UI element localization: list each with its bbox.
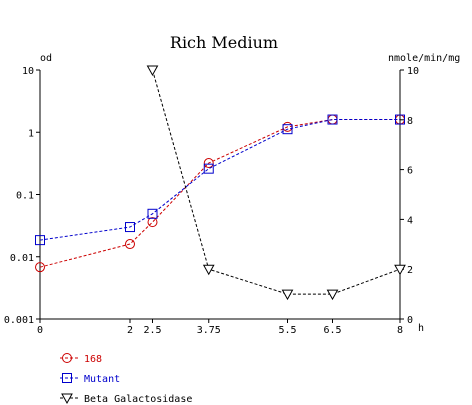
- series-layer: [35, 65, 406, 301]
- right-tick-label: 8: [407, 116, 413, 127]
- right-tick-label: 2: [407, 265, 413, 276]
- data-point-168: [203, 158, 214, 169]
- x-tick-label: 5.5: [278, 325, 296, 336]
- data-point-mutant: [395, 114, 405, 125]
- x-tick-label: 3.75: [197, 325, 221, 336]
- x-tick-label: 2.5: [143, 325, 161, 336]
- data-point-mutant: [35, 235, 45, 246]
- legend: 168 Mutant Beta Galactosidase: [60, 353, 192, 405]
- x-tick-label: 6.5: [323, 325, 341, 336]
- legend-label-mutant: Mutant: [84, 374, 120, 385]
- right-tick-label: 10: [407, 66, 419, 77]
- data-point-168: [35, 262, 45, 273]
- series-line-mutant: [39, 119, 400, 241]
- data-point-beta-galactosidase: [281, 289, 294, 301]
- x-tick-label: 2: [127, 325, 133, 336]
- data-point-mutant: [203, 163, 214, 174]
- data-point-mutant: [282, 124, 293, 135]
- left-axis-unit: od: [40, 53, 52, 64]
- left-tick-label: 0.01: [10, 253, 34, 264]
- data-point-mutant: [147, 208, 158, 219]
- data-point-mutant: [125, 222, 135, 233]
- right-axis-unit: nmole/min/mg: [388, 53, 460, 64]
- legend-marker-mutant: [62, 373, 72, 383]
- x-tick-label: 0: [37, 325, 43, 336]
- legend-label-168: 168: [84, 354, 102, 365]
- left-tick-label: 10: [22, 66, 34, 77]
- data-point-mutant: [327, 114, 338, 125]
- data-point-beta-galactosidase: [394, 264, 406, 276]
- chart-title: Rich Medium: [170, 33, 278, 52]
- series-line-168: [39, 119, 400, 268]
- data-point-168: [147, 217, 158, 228]
- data-point-beta-galactosidase: [326, 289, 339, 301]
- x-axis-unit: h: [418, 323, 424, 334]
- x-tick-label: 8: [397, 325, 403, 336]
- data-point-beta-galactosidase: [146, 65, 159, 77]
- left-tick-label: 0.1: [16, 191, 34, 202]
- left-tick-label: 1: [28, 128, 34, 139]
- legend-label-beta-galactosidase: Beta Galactosidase: [84, 394, 192, 405]
- left-tick-label: 0.001: [4, 315, 34, 326]
- series-line-beta-galactosidase: [152, 69, 401, 295]
- data-point-168: [125, 239, 135, 250]
- axes: 0.001 0.01 0.1 1 10 0 2 4 6 8 10 0 2 2.5 3.75 5.5 6.5 8: [4, 66, 419, 336]
- legend-marker-beta-galactosidase: [61, 393, 73, 405]
- right-tick-label: 4: [407, 215, 413, 226]
- right-tick-label: 0: [407, 315, 413, 326]
- legend-marker-168: [62, 353, 72, 363]
- data-point-beta-galactosidase: [202, 264, 215, 276]
- right-tick-label: 6: [407, 166, 413, 177]
